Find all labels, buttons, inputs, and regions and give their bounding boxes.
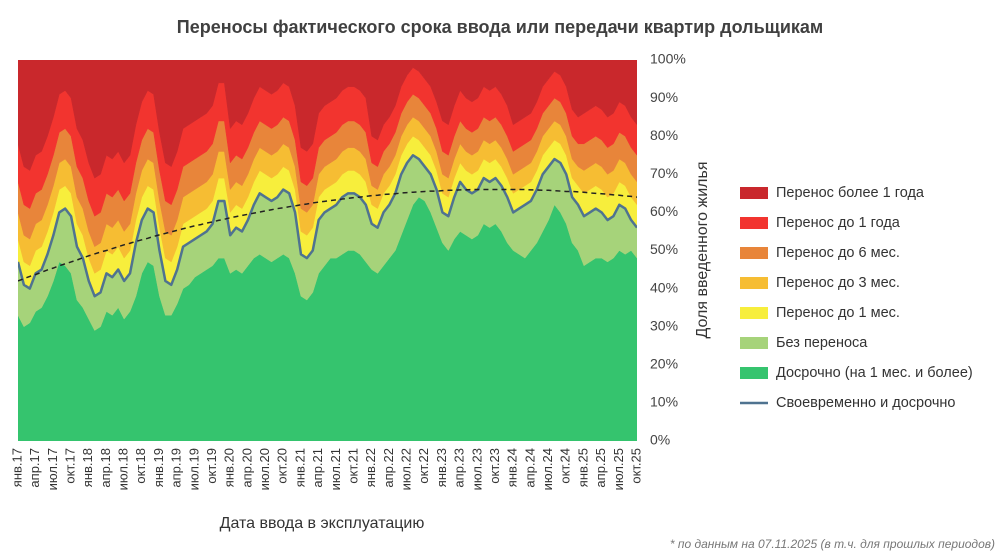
x-tick-label: янв.19 — [151, 448, 166, 487]
y-tick-label: 20% — [650, 356, 678, 372]
y-tick-label: 60% — [650, 203, 678, 219]
x-tick-label: апр.18 — [98, 448, 113, 488]
x-tick-label: июл.19 — [186, 448, 201, 490]
x-tick-label: янв.24 — [505, 448, 520, 487]
x-tick-label: окт.18 — [133, 448, 148, 484]
x-tick-label: июл.18 — [116, 448, 131, 490]
y-tick-label: 90% — [650, 89, 678, 105]
legend-label: Перенос до 3 мес. — [776, 275, 900, 291]
legend-label: Перенос до 1 года — [776, 215, 901, 231]
x-tick-label: окт.24 — [558, 448, 573, 484]
x-tick-label: окт.25 — [628, 448, 643, 484]
x-tick-label: янв.17 — [9, 448, 24, 487]
trend-line — [18, 188, 637, 282]
legend-label: Досрочно (на 1 мес. и более) — [776, 365, 973, 381]
x-tick-label: июл.17 — [45, 448, 60, 490]
legend-label: Перенос до 1 мес. — [776, 305, 900, 321]
x-tick-label: июл.20 — [257, 448, 272, 490]
legend-swatch — [740, 217, 768, 229]
legend-swatch — [740, 247, 768, 259]
x-tick-label: окт.22 — [416, 448, 431, 484]
y-tick-label: 0% — [650, 432, 670, 448]
y-tick-label: 50% — [650, 241, 678, 257]
chart-title: Переносы фактического срока ввода или пе… — [177, 17, 824, 37]
y-tick-label: 30% — [650, 317, 678, 333]
legend-swatch — [740, 307, 768, 319]
x-tick-label: июл.21 — [328, 448, 343, 490]
x-tick-label: янв.21 — [292, 448, 307, 487]
x-tick-label: апр.17 — [27, 448, 42, 488]
x-tick-label: июл.25 — [611, 448, 626, 490]
x-tick-label: янв.25 — [575, 448, 590, 487]
x-tick-label: апр.23 — [452, 448, 467, 488]
x-tick-label: окт.19 — [204, 448, 219, 484]
x-tick-label: июл.24 — [540, 448, 555, 490]
y-tick-label: 100% — [650, 51, 686, 67]
x-tick-label: янв.23 — [434, 448, 449, 487]
legend-label: Перенос до 6 мес. — [776, 245, 900, 261]
x-tick-label: июл.22 — [399, 448, 414, 490]
legend-swatch — [740, 367, 768, 379]
legend-label: Перенос более 1 года — [776, 185, 925, 201]
y-tick-label: 70% — [650, 165, 678, 181]
y-tick-label: 10% — [650, 394, 678, 410]
x-tick-label: апр.25 — [593, 448, 608, 488]
line — [18, 154, 637, 298]
legend-swatch — [740, 337, 768, 349]
x-tick-label: апр.20 — [239, 448, 254, 488]
x-tick-label: янв.20 — [222, 448, 237, 487]
x-tick-label: окт.21 — [345, 448, 360, 484]
x-tick-label: апр.24 — [522, 448, 537, 488]
legend-swatch — [740, 277, 768, 289]
x-tick-label: апр.22 — [381, 448, 396, 488]
x-axis-title: Дата ввода в эксплуатацию — [220, 515, 425, 532]
y-tick-label: 80% — [650, 127, 678, 143]
x-tick-label: янв.18 — [80, 448, 95, 487]
y-axis-title: Доля введенного жилья — [694, 162, 711, 339]
area — [18, 60, 637, 179]
footnote: * по данным на 07.11.2025 (в т.ч. для пр… — [670, 537, 995, 551]
x-tick-label: окт.20 — [275, 448, 290, 484]
x-tick-label: апр.19 — [169, 448, 184, 488]
legend-label: Без переноса — [776, 335, 868, 351]
x-tick-label: окт.23 — [487, 448, 502, 484]
x-tick-label: апр.21 — [310, 448, 325, 488]
plot-area — [18, 60, 637, 441]
x-tick-label: янв.22 — [363, 448, 378, 487]
legend-swatch — [740, 187, 768, 199]
x-tick-label: окт.17 — [62, 448, 77, 484]
legend-label: Своевременно и досрочно — [776, 395, 955, 411]
x-tick-label: июл.23 — [469, 448, 484, 490]
y-tick-label: 40% — [650, 279, 678, 295]
